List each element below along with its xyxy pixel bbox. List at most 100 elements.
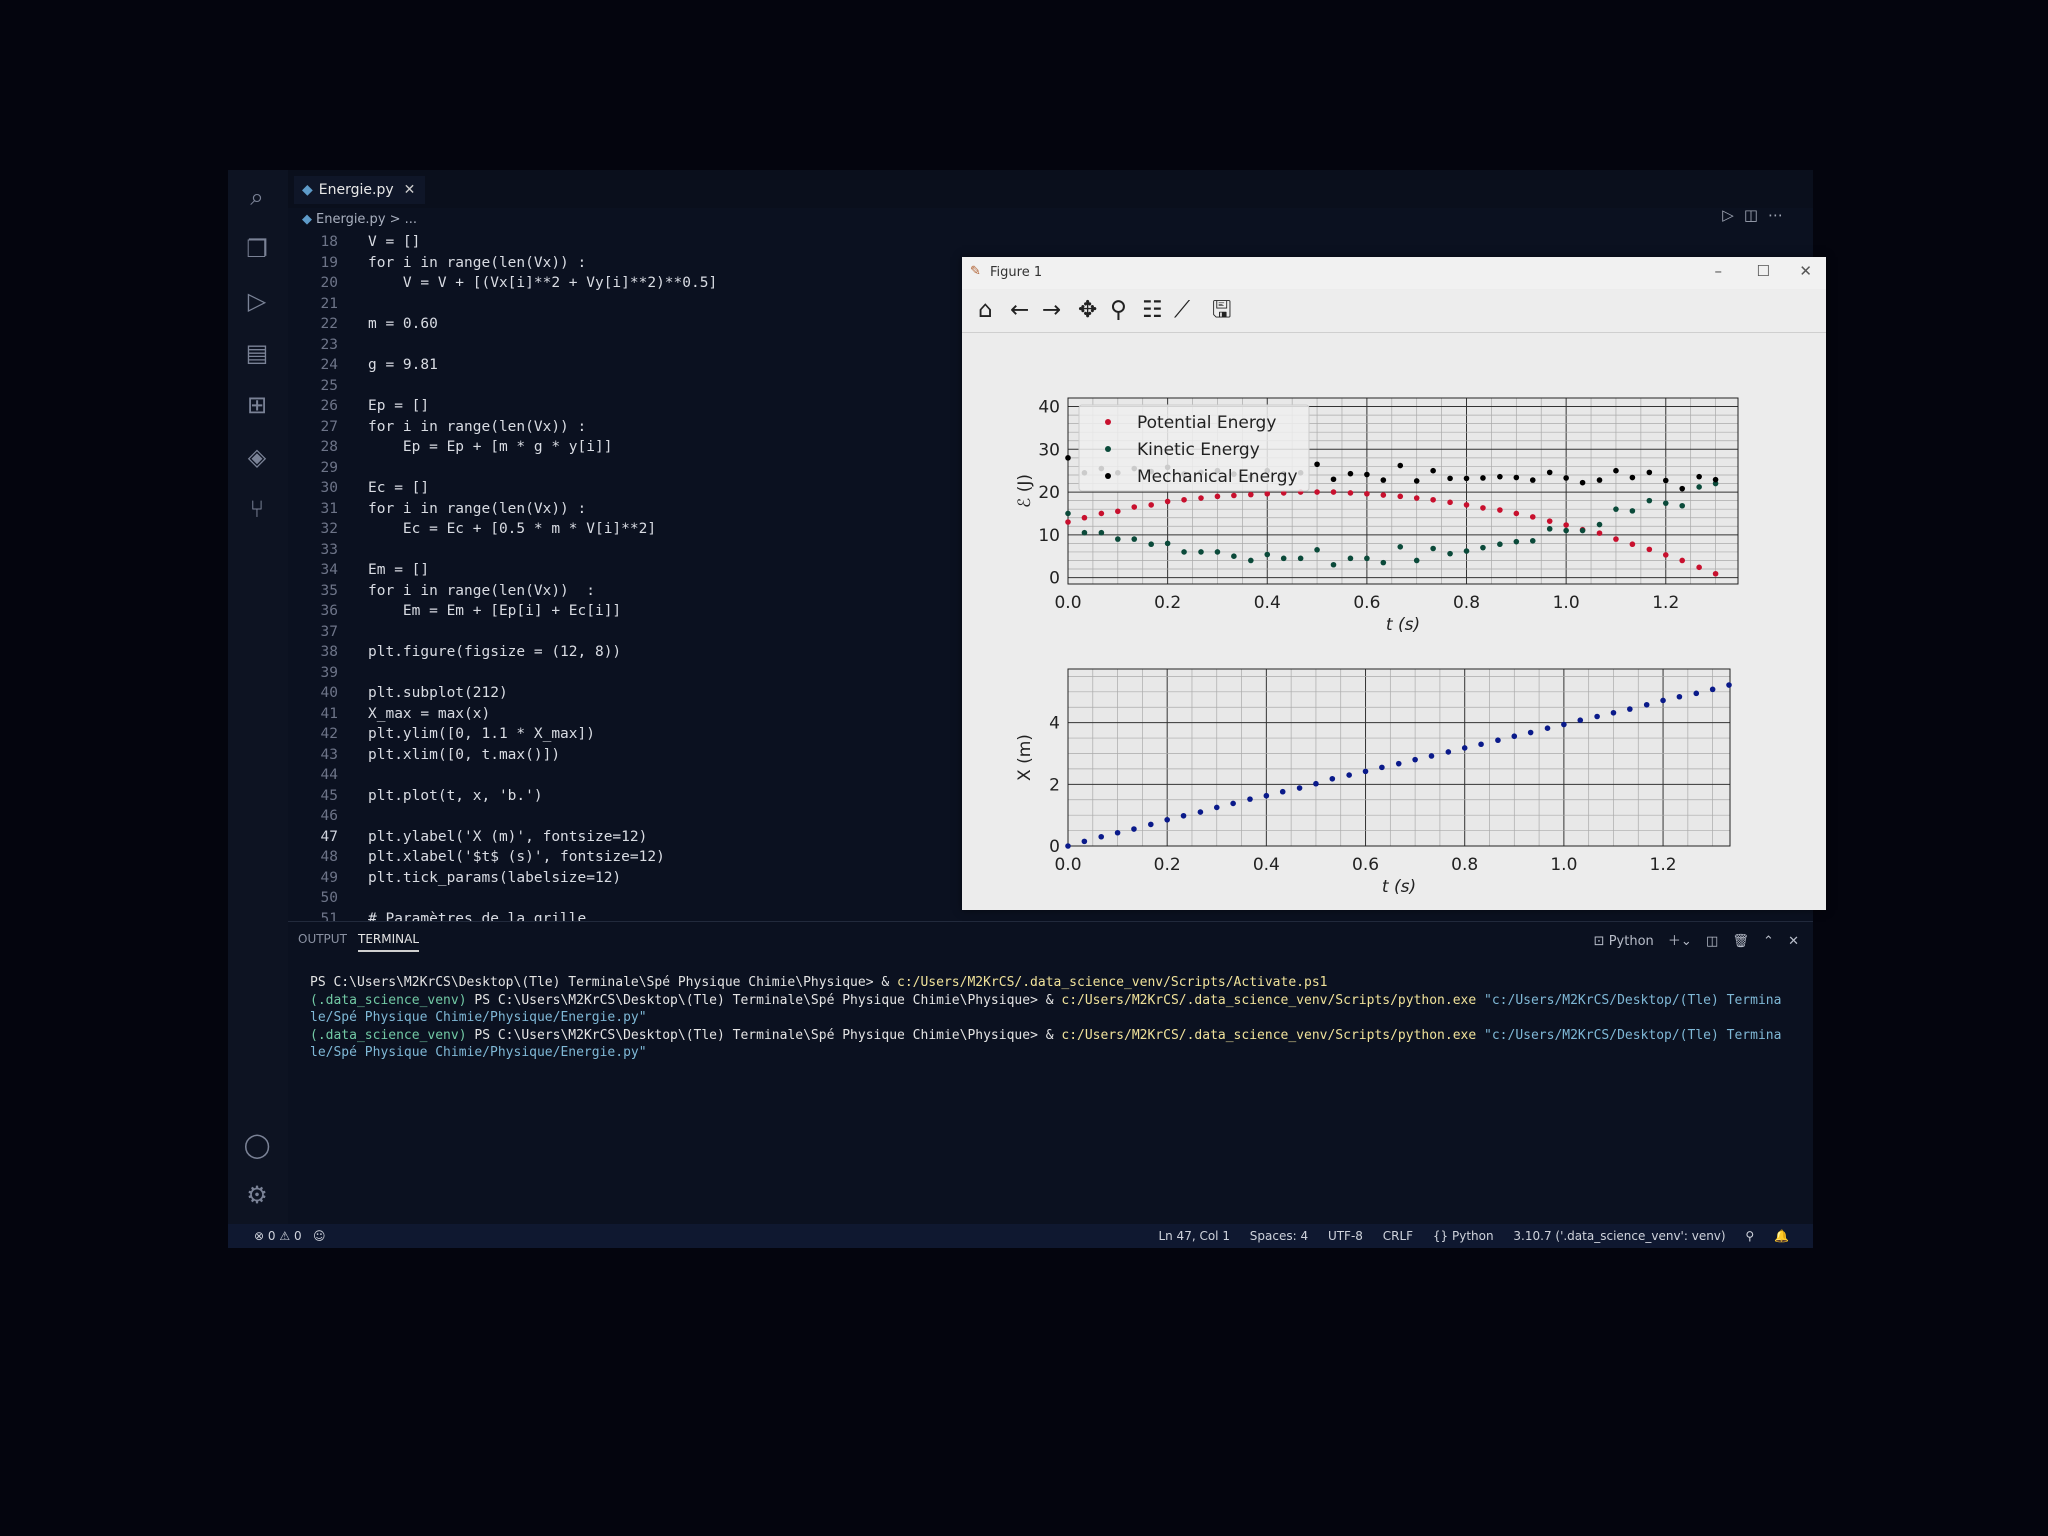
terminal-output[interactable]: PS C:\Users\M2KrCS\Desktop\(Tle) Termina… <box>310 974 1810 1062</box>
run-icon[interactable]: ▷ <box>1722 206 1744 224</box>
search-icon[interactable]: ⌕ <box>250 183 264 211</box>
extensions-icon[interactable]: ⊞ <box>246 391 268 419</box>
more-icon[interactable]: ⋯ <box>1768 206 1793 224</box>
save-icon[interactable]: 🖫 <box>1212 297 1232 323</box>
feedback-icon[interactable]: ☺ <box>313 1229 326 1243</box>
forward-arrow-icon[interactable]: → <box>1042 297 1062 323</box>
language-mode[interactable]: {} Python <box>1432 1229 1494 1243</box>
code-line[interactable]: 23 <box>288 335 968 356</box>
code-line[interactable]: 37 <box>288 622 968 643</box>
subplots-config-icon[interactable]: ☷ <box>1142 297 1163 323</box>
code-line[interactable]: 45 plt.plot(t, x, 'b.') <box>288 786 968 807</box>
encoding[interactable]: UTF-8 <box>1327 1229 1363 1243</box>
notifications-bell-icon[interactable]: 🔔 <box>1774 1229 1789 1243</box>
indentation[interactable]: Spaces: 4 <box>1249 1229 1309 1243</box>
data-point <box>1712 476 1719 483</box>
code-line[interactable]: 21 <box>288 294 968 315</box>
line-ending[interactable]: CRLF <box>1382 1229 1414 1243</box>
code-line[interactable]: 33 <box>288 540 968 561</box>
account-sync-icon[interactable]: ⚲ <box>1745 1229 1755 1243</box>
code-editor[interactable]: 18 V = [] 19 for i in range(len(Vx)) : 20 V … <box>288 232 968 922</box>
chart-0: 0.0 0.2 0.4 0.6 0.8 1.0 1.2 0 10 20 30 40 t (s) ℰ (J)… <box>1015 397 1739 635</box>
code-line[interactable]: 31 for i in range(len(Vx)) : <box>288 499 968 520</box>
close-tab-icon[interactable]: ✕ <box>403 182 416 198</box>
terminal-line: (.data_science_venv) PS C:\Users\M2KrCS\… <box>310 1027 1810 1045</box>
close-panel-icon[interactable]: ✕ <box>1788 934 1799 949</box>
pan-icon[interactable]: ✥ <box>1078 297 1098 323</box>
code-line[interactable]: 24 g = 9.81 <box>288 355 968 376</box>
trash-icon[interactable]: 🗑 <box>1732 934 1749 949</box>
data-point <box>1646 497 1653 504</box>
maximize-panel-icon[interactable]: ⌃ <box>1763 934 1774 949</box>
code-line[interactable]: 39 <box>288 663 968 684</box>
code-line[interactable]: 20 V = V + [(Vx[i]**2 + Vy[i]**2)**0.5] <box>288 273 968 294</box>
code-line[interactable]: 25 <box>288 376 968 397</box>
code-line[interactable]: 42 plt.ylim([0, 1.1 * X_max]) <box>288 724 968 745</box>
settings-gear-icon[interactable]: ⚙ <box>246 1181 268 1209</box>
breadcrumb-text: Energie.py > ... <box>316 212 418 227</box>
line-number: 28 <box>320 439 338 455</box>
line-number: 23 <box>320 336 338 353</box>
data-point <box>1712 570 1719 577</box>
code-line[interactable]: 35 for i in range(len(Vx)) : <box>288 581 968 602</box>
split-terminal-icon[interactable]: ◫ <box>1705 934 1719 949</box>
code-line[interactable]: 40 plt.subplot(212) <box>288 683 968 704</box>
error-count[interactable]: 0 <box>267 1229 276 1243</box>
python-interpreter[interactable]: 3.10.7 ('.data_science_venv': venv) <box>1513 1229 1726 1243</box>
code-line[interactable]: 22 m = 0.60 <box>288 314 968 335</box>
source-control-icon[interactable]: ⑂ <box>249 495 265 523</box>
tab-energie-py[interactable]: ◆ Energie.py ✕ <box>294 176 426 204</box>
zoom-icon[interactable]: ⚲ <box>1110 297 1127 323</box>
breadcrumb[interactable]: ◆ Energie.py > ... <box>302 212 417 227</box>
code-line[interactable]: 50 <box>288 888 968 909</box>
code-line[interactable]: 29 <box>288 458 968 479</box>
account-icon[interactable]: ◯ <box>243 1131 271 1159</box>
code-line[interactable]: 47 plt.ylabel('X (m)', fontsize=12) <box>288 827 968 848</box>
python-icon[interactable]: ◈ <box>247 443 267 471</box>
warning-icon[interactable]: ⚠ <box>279 1229 291 1243</box>
code-line[interactable]: 51 # Paramètres de la grille <box>288 909 968 923</box>
code-line[interactable]: 28 Ep = Ep + [m * g * y[i]] <box>288 437 968 458</box>
code-line[interactable]: 43 plt.xlim([0, t.max()]) <box>288 745 968 766</box>
edit-axis-icon[interactable]: ⟋ <box>1174 297 1191 323</box>
run-debug-icon[interactable]: ▷ <box>247 287 267 315</box>
notebook-icon[interactable]: ▤ <box>245 339 269 367</box>
code-line[interactable]: 48 plt.xlabel('$t$ (s)', fontsize=12) <box>288 847 968 868</box>
tab-output[interactable]: OUTPUT <box>298 932 347 946</box>
line-number: 33 <box>320 541 338 558</box>
back-arrow-icon[interactable]: ← <box>1010 297 1030 323</box>
code-line[interactable]: 30 Ec = [] <box>288 478 968 499</box>
code-line[interactable]: 34 Em = [] <box>288 560 968 581</box>
data-point <box>1629 474 1636 481</box>
data-point <box>1263 792 1270 799</box>
code-line[interactable]: 38 plt.figure(figsize = (12, 8)) <box>288 642 968 663</box>
code-line[interactable]: 26 Ep = [] <box>288 396 968 417</box>
new-terminal-icon[interactable]: ＋⌄ <box>1667 934 1692 949</box>
code-line[interactable]: 46 <box>288 806 968 827</box>
line-number: 18 <box>320 234 338 250</box>
data-point <box>1596 521 1603 528</box>
explorer-icon[interactable]: ❐ <box>246 235 268 263</box>
code-text: Em = [] <box>368 562 430 578</box>
minimize-button[interactable]: – <box>1714 262 1723 280</box>
argument: "c:/Users/M2KrCS/Desktop/(Tle) Termina <box>1484 1027 1782 1043</box>
code-line[interactable]: 19 for i in range(len(Vx)) : <box>288 253 968 274</box>
split-editor-icon[interactable]: ◫ <box>1743 206 1768 224</box>
code-line[interactable]: 41 X_max = max(x) <box>288 704 968 725</box>
maximize-button[interactable]: ☐ <box>1756 262 1770 280</box>
close-button[interactable]: ✕ <box>1799 262 1812 280</box>
cursor-position[interactable]: Ln 47, Col 1 <box>1158 1229 1230 1243</box>
code-line[interactable]: 49 plt.tick_params(labelsize=12) <box>288 868 968 889</box>
code-line[interactable]: 44 <box>288 765 968 786</box>
code-line[interactable]: 18 V = [] <box>288 232 968 253</box>
code-line[interactable]: 36 Em = Em + [Ep[i] + Ec[i]] <box>288 601 968 622</box>
code-line[interactable]: 32 Ec = Ec + [0.5 * m * V[i]**2] <box>288 519 968 540</box>
home-icon[interactable]: ⌂ <box>978 297 993 323</box>
error-icon[interactable]: ⊗ <box>254 1229 265 1243</box>
editor-tab-bar: ◆ Energie.py ✕ ▷◫⋯ <box>288 170 1813 224</box>
tab-terminal[interactable]: TERMINAL <box>358 932 420 952</box>
warning-count[interactable]: 0 <box>293 1229 302 1243</box>
terminal-shell-icon[interactable]: ⊡ Python <box>1593 934 1654 949</box>
code-line[interactable]: 27 for i in range(len(Vx)) : <box>288 417 968 438</box>
